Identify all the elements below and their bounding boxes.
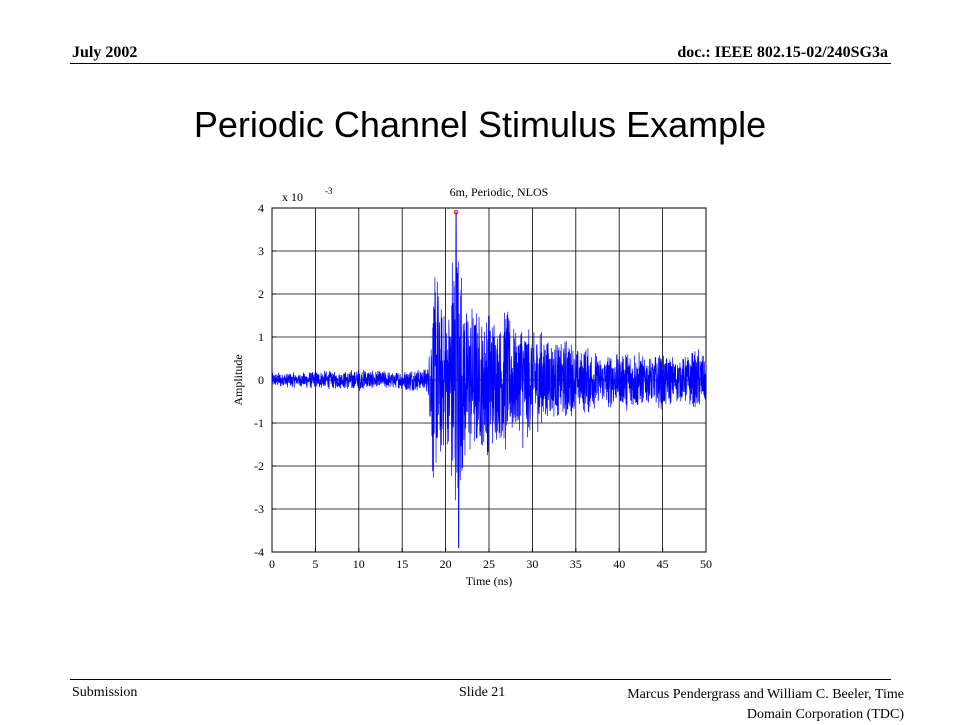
x-tick-label: 35: [570, 557, 582, 571]
y-tick-label: 1: [258, 330, 264, 344]
footer-submission: Submission: [72, 685, 138, 700]
chart-title: 6m, Periodic, NLOS: [450, 185, 549, 199]
x-tick-label: 50: [700, 557, 712, 571]
x-tick-label: 30: [526, 557, 538, 571]
footer-authors-line1: Marcus Pendergrass and William C. Beeler…: [627, 687, 904, 702]
header-date: July 2002: [72, 44, 138, 61]
y-tick-label: 3: [258, 244, 264, 258]
y-tick-label: 0: [258, 373, 264, 387]
y-tick-label: 2: [258, 287, 264, 301]
footer-authors: Marcus Pendergrass and William C. Beeler…: [627, 685, 904, 725]
y-tick-label: 4: [258, 201, 264, 215]
x-tick-label: 40: [613, 557, 625, 571]
footer-slide-number: Slide 21: [459, 685, 506, 700]
peak-marker: [453, 210, 459, 215]
footer-rule: [70, 679, 891, 680]
x-tick-label: 15: [396, 557, 408, 571]
x-tick-label: 10: [353, 557, 365, 571]
signal-line: [271, 211, 707, 549]
y-tick-label: -1: [254, 416, 264, 430]
chart: 6m, Periodic, NLOS x 10 -3 Time (ns) Amp…: [231, 185, 712, 588]
header-rule: [70, 63, 891, 64]
y-tick-label: -3: [254, 502, 264, 516]
y-axis-label: Amplitude: [231, 354, 245, 405]
x-tick-label: 0: [269, 557, 275, 571]
plot-area: [271, 210, 707, 549]
y-multiplier-label: x 10: [282, 190, 303, 204]
footer-authors-line2: Domain Corporation (TDC): [746, 707, 904, 722]
y-tick-label: -2: [254, 459, 264, 473]
y-tick-label: -4: [254, 545, 264, 559]
x-tick-label: 5: [312, 557, 318, 571]
x-tick-label: 45: [657, 557, 669, 571]
x-axis-label: Time (ns): [466, 574, 513, 588]
x-tick-label: 25: [483, 557, 495, 571]
x-tick-label: 20: [440, 557, 452, 571]
y-multiplier-exponent: -3: [325, 186, 333, 196]
slide-title: Periodic Channel Stimulus Example: [193, 104, 767, 145]
header-doc-id: doc.: IEEE 802.15-02/240SG3a: [677, 44, 888, 61]
